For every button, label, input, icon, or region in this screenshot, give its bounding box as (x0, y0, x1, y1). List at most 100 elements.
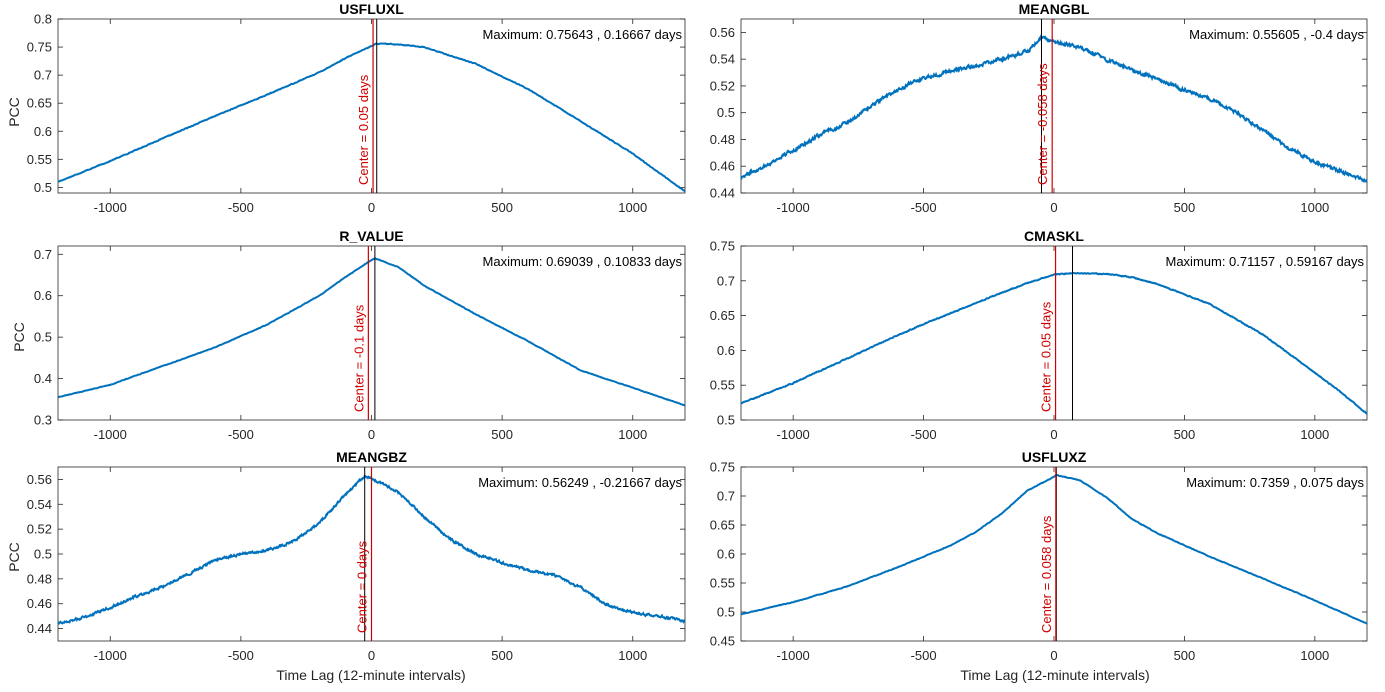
x-tick-label: 500 (1174, 427, 1196, 442)
x-tick-label: 500 (1174, 648, 1196, 663)
y-tick-label: 0.6 (717, 547, 735, 562)
x-tick-label: 1000 (618, 427, 647, 442)
pcc-curve (741, 473, 1367, 625)
center-label: Center = 0.05 days (1039, 301, 1054, 412)
x-tick-label: -1000 (94, 200, 127, 215)
center-label: Center = 0.05 days (356, 74, 371, 185)
y-tick-label: 0.75 (710, 239, 735, 254)
panel-usfluxl: USFLUXL -1000 -500 0 500 1000 0.5 0.55 0.6 0.65 0.… (27, 1, 686, 215)
y-tick-label: 0.52 (27, 522, 52, 537)
y-tick-label: 0.56 (710, 25, 735, 40)
x-tick-label: 1000 (1300, 200, 1329, 215)
y-tick-label: 0.44 (710, 186, 735, 201)
panel-r-value: R_VALUE -1000 -500 0 500 1000 0.3 0.4 0.5 0.6 0.7 C… (34, 228, 686, 442)
panel-usfluxz: USFLUXZ -1000 -500 0 500 1000 0.45 0.5 0.55 0.6 0.… (710, 449, 1368, 663)
x-tick-label: -1000 (777, 427, 810, 442)
chart-title: MEANGBL (1019, 1, 1090, 17)
x-tick-label: 0 (1050, 648, 1057, 663)
maximum-annotation: Maximum: 0.71157 , 0.59167 days (1166, 254, 1365, 269)
x-tick-label: -500 (228, 200, 254, 215)
maximum-annotation: Maximum: 0.75643 , 0.16667 days (483, 27, 683, 42)
y-tick-label: 0.65 (710, 308, 735, 323)
y-axis-label-row2: PCC (11, 322, 27, 352)
y-tick-label: 0.46 (710, 159, 735, 174)
y-tick-label: 0.75 (710, 460, 735, 475)
x-tick-label: 0 (1050, 427, 1057, 442)
y-tick-label: 0.65 (27, 96, 52, 111)
x-tick-label: 500 (491, 427, 513, 442)
y-tick-label: 0.75 (27, 40, 52, 55)
x-tick-label: -1000 (777, 200, 810, 215)
x-tick-label: -500 (228, 648, 254, 663)
y-tick-label: 0.45 (710, 634, 735, 649)
y-tick-label: 0.6 (34, 124, 52, 139)
y-tick-label: 0.7 (717, 489, 735, 504)
maximum-annotation: Maximum: 0.56249 , -0.21667 days (478, 475, 682, 490)
panel-cmaskl: CMASKL -1000 -500 0 500 1000 0.5 0.55 0.6 0.65 0.7… (710, 228, 1368, 442)
y-tick-label: 0.46 (27, 596, 52, 611)
chart-title: MEANGBZ (336, 449, 407, 465)
x-tick-label: 0 (368, 648, 375, 663)
center-label: Center = -0.1 days (351, 304, 366, 412)
y-tick-label: 0.5 (717, 605, 735, 620)
pcc-curve (58, 257, 685, 407)
y-tick-label: 0.5 (34, 547, 52, 562)
y-tick-label: 0.7 (717, 273, 735, 288)
y-tick-label: 0.55 (27, 152, 52, 167)
y-tick-label: 0.8 (34, 12, 52, 27)
x-tick-label: -500 (911, 200, 937, 215)
panel-meangbz: MEANGBZ -1000 -500 0 500 1000 0.44 0.46 0.48 0.5 0… (27, 449, 686, 663)
x-tick-label: 1000 (618, 200, 647, 215)
y-tick-label: 0.5 (34, 330, 52, 345)
y-tick-label: 0.55 (710, 378, 735, 393)
maximum-annotation: Maximum: 0.69039 , 0.10833 days (483, 254, 683, 269)
y-tick-label: 0.55 (710, 576, 735, 591)
pcc-curve (741, 33, 1367, 183)
x-tick-label: 0 (368, 200, 375, 215)
y-tick-label: 0.7 (34, 247, 52, 262)
chart-title: USFLUXZ (1022, 449, 1087, 465)
y-tick-label: 0.7 (34, 68, 52, 83)
chart-title: R_VALUE (339, 228, 403, 244)
y-tick-label: 0.54 (710, 52, 735, 67)
maximum-annotation: Maximum: 0.55605 , -0.4 days (1189, 27, 1364, 42)
x-tick-label: 0 (368, 427, 375, 442)
x-tick-label: -1000 (94, 648, 127, 663)
y-tick-label: 0.52 (710, 78, 735, 93)
y-tick-label: 0.5 (717, 105, 735, 120)
center-label: Center = 0 days (355, 540, 370, 633)
chart-title: USFLUXL (339, 1, 404, 17)
panel-meangbl: MEANGBL -1000 -500 0 500 1000 0.44 0.46 0.48 0.5 0… (710, 1, 1368, 215)
x-tick-label: 500 (1174, 200, 1196, 215)
pcc-curve (741, 271, 1367, 415)
y-tick-label: 0.44 (27, 621, 52, 636)
x-tick-label: 1000 (1300, 427, 1329, 442)
y-tick-label: 0.48 (27, 571, 52, 586)
x-tick-label: 500 (491, 200, 513, 215)
x-tick-label: -500 (911, 427, 937, 442)
y-tick-label: 0.5 (34, 180, 52, 195)
x-tick-label: 1000 (1300, 648, 1329, 663)
x-tick-label: -1000 (94, 427, 127, 442)
center-label: Center = 0.058 days (1039, 515, 1054, 633)
center-label: Center = -0.058 days (1035, 63, 1050, 185)
y-axis-label-row3: PCC (6, 542, 22, 572)
maximum-annotation: Maximum: 0.7359 , 0.075 days (1186, 475, 1364, 490)
y-tick-label: 0.56 (27, 472, 52, 487)
x-tick-label: 1000 (618, 648, 647, 663)
y-tick-label: 0.3 (34, 413, 52, 428)
x-tick-label: -1000 (777, 648, 810, 663)
x-axis-label-right: Time Lag (12-minute intervals) (960, 667, 1149, 683)
y-tick-label: 0.48 (710, 132, 735, 147)
y-tick-label: 0.54 (27, 497, 52, 512)
x-tick-label: 500 (491, 648, 513, 663)
x-tick-label: -500 (228, 427, 254, 442)
y-tick-label: 0.4 (34, 371, 52, 386)
x-tick-label: -500 (911, 648, 937, 663)
y-axis-label-row1: PCC (6, 97, 22, 127)
y-tick-label: 0.6 (717, 343, 735, 358)
y-tick-label: 0.65 (710, 518, 735, 533)
x-tick-label: 0 (1050, 200, 1057, 215)
